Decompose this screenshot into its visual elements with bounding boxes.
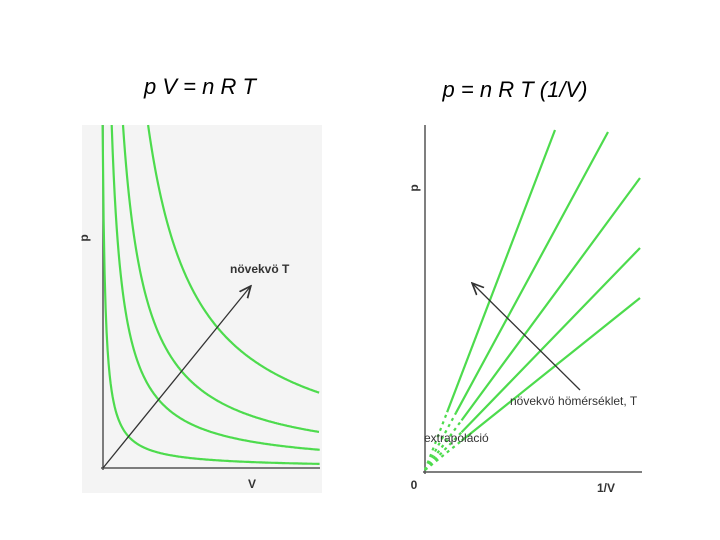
left-x-label: V: [248, 477, 256, 491]
left-panel: [82, 125, 322, 493]
isochores: [423, 129, 641, 471]
isochore: [455, 131, 609, 414]
isotherm: [147, 124, 320, 394]
right-title: p = n R T (1/V): [442, 77, 588, 102]
left-y-label: p: [77, 234, 91, 241]
extrapolated-line: [424, 439, 463, 471]
extrapolated-line: [424, 419, 463, 471]
isochore: [460, 297, 641, 442]
isochore: [460, 177, 641, 422]
extrapolation-label: extrapoláció: [424, 431, 489, 445]
isotherm: [110, 124, 320, 451]
right-y-label: p: [407, 184, 421, 191]
origin-label: 0: [411, 478, 418, 492]
extrapolated-line: [423, 411, 449, 471]
isotherm: [121, 124, 320, 433]
extrapolated-line: [424, 431, 463, 471]
isotherms: [101, 124, 320, 465]
left-arrow-label: növekvö T: [230, 262, 290, 276]
isotherm: [101, 124, 320, 465]
isochore: [460, 247, 641, 434]
right-arrow: [473, 284, 581, 391]
right-x-label: 1/V: [597, 481, 615, 495]
isochore: [446, 129, 557, 413]
right-arrow-label: növekvö hömérséklet, T: [510, 394, 638, 408]
left-arrow: [102, 287, 250, 469]
left-title: p V = n R T: [143, 74, 257, 99]
